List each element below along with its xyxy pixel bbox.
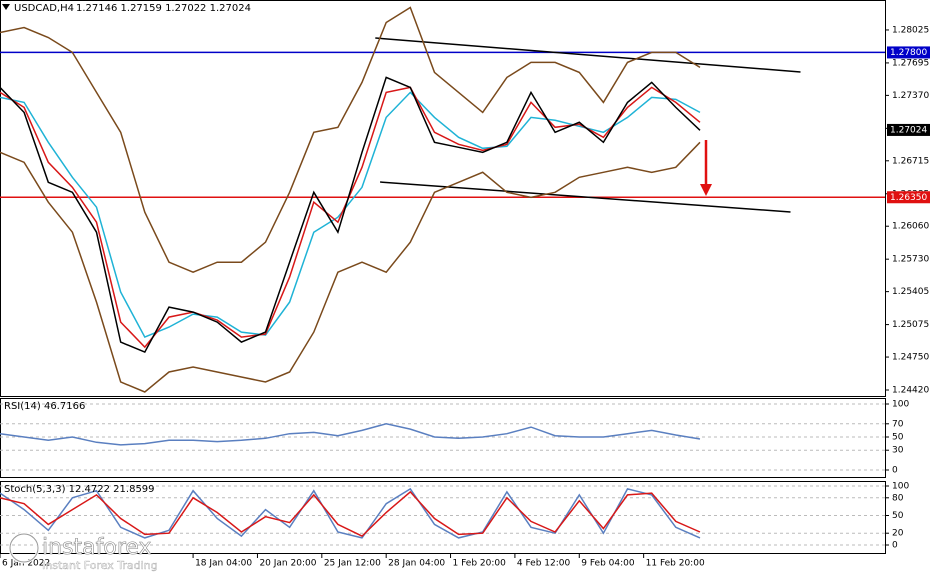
x-tick-label: 28 Jan 04:00 [388, 559, 445, 569]
series-line [0, 76, 701, 354]
logo-brand: instaforex [42, 535, 152, 560]
last-price-bg [887, 123, 930, 136]
forecast-arrow [700, 140, 712, 196]
trendline [375, 37, 801, 73]
x-tick-label: 4 Feb 12:00 [517, 559, 571, 569]
panel-title: RSI(14) 46.7166 [4, 401, 85, 412]
stoch-panel [0, 481, 886, 554]
panel-title: Stoch(5,3,3) 12.4722 21.8599 [4, 484, 155, 495]
x-tick-label: 1 Feb 20:00 [453, 559, 507, 569]
menu-icon [2, 4, 10, 10]
y-tick-label: 50 [892, 511, 904, 521]
y-tick-label: 50 [892, 433, 904, 443]
y-tick-label: 70 [892, 419, 904, 429]
y-tick-label: 0 [892, 541, 898, 551]
y-tick-label: 30 [892, 446, 904, 456]
y-tick-label: 20 [892, 529, 904, 539]
level-label: 1.26350 [890, 193, 927, 203]
y-tick-label: 1.28025 [892, 25, 929, 35]
y-tick-label: 1.25405 [892, 287, 929, 297]
x-tick-label: 11 Feb 20:00 [646, 559, 705, 569]
y-tick-label: 80 [892, 493, 904, 503]
y-tick-label: 100 [892, 482, 909, 492]
price-panel [0, 0, 886, 397]
rsi-panel [0, 398, 886, 478]
y-tick-label: 1.27695 [892, 58, 929, 68]
y-tick-label: 100 [892, 400, 909, 410]
quote: 1.27146 1.27159 1.27022 1.27024 [76, 3, 251, 14]
x-tick-label: 25 Jan 12:00 [324, 559, 381, 569]
logo-slogan: Instant Forex Trading [42, 559, 158, 572]
level-label-bg [887, 191, 930, 204]
y-tick-label: 1.27370 [892, 91, 929, 101]
level-label-bg [887, 46, 930, 59]
x-tick-label: 6 Jan 2022 [2, 559, 50, 569]
y-tick-label: 1.24420 [892, 386, 929, 396]
y-tick-label: 1.25075 [892, 320, 929, 330]
level-label: 1.27800 [890, 48, 927, 58]
y-tick-label: 1.26715 [892, 156, 929, 166]
logo: instaforex Instant Forex Trading [8, 532, 158, 572]
series-line [0, 490, 701, 538]
y-tick-label: 1.24750 [892, 353, 929, 363]
series-line [0, 487, 701, 539]
x-tick-label: 20 Jan 20:00 [259, 559, 316, 569]
y-tick-label: 0 [892, 466, 898, 476]
y-tick-label: 1.25730 [892, 255, 929, 265]
last-price-label: 1.27024 [890, 125, 927, 135]
series-line [0, 141, 701, 393]
panel-title: USDCAD,H4 [14, 3, 74, 14]
x-tick-label: 9 Feb 04:00 [581, 559, 635, 569]
series-line [0, 6, 701, 274]
x-tick-label: 18 Jan 04:00 [195, 559, 252, 569]
series-line [0, 423, 701, 446]
y-tick-label: 1.26060 [892, 222, 929, 232]
